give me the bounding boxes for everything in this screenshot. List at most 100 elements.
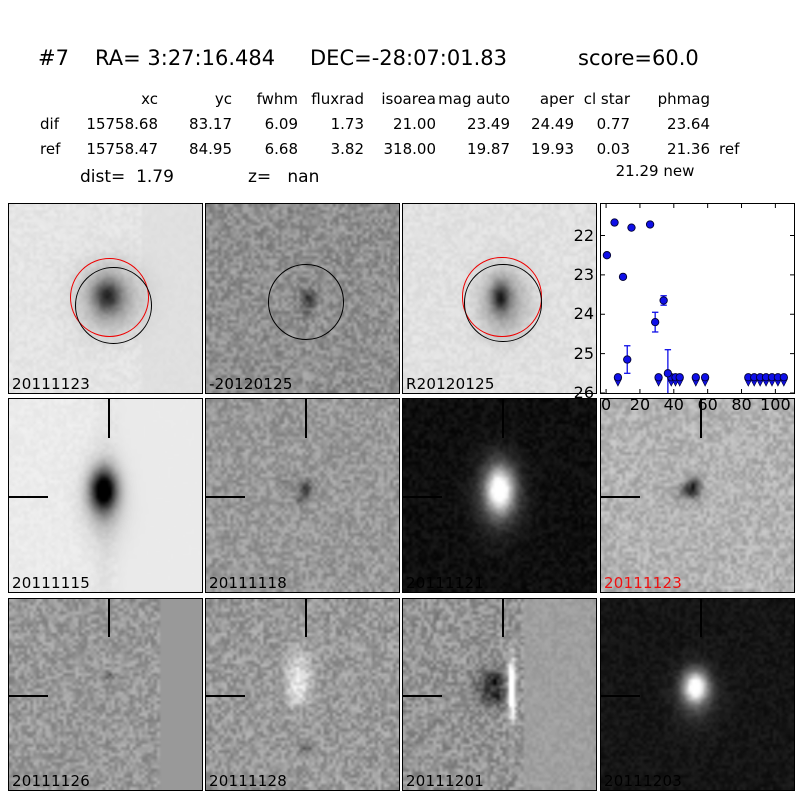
stamp-ref-20111123: 20111123 (8, 203, 203, 394)
col-fwhm: fwhm (256, 90, 298, 108)
col-phmag: phmag (657, 90, 710, 108)
stamp-date-label: 20111123 (604, 574, 682, 592)
upper-limit-point (700, 373, 710, 382)
stamp-date-label: 20111115 (12, 574, 90, 592)
stamp-20111126: 20111126 (8, 598, 203, 791)
stamp-image (403, 599, 596, 790)
stamp-20111118: 20111118 (205, 398, 400, 593)
aperture-circle-black (464, 264, 542, 342)
stamp-image (403, 399, 596, 592)
stamp-20111115: 20111115 (8, 398, 203, 593)
stamp-image (206, 399, 399, 592)
x-tick-label: 0 (600, 395, 612, 414)
col-mag-auto: mag auto (438, 90, 510, 108)
dif-suffix (710, 115, 762, 133)
col-cl-star: cl star (583, 90, 630, 108)
target-marker-vertical-tick (305, 399, 307, 438)
target-marker-horizontal-tick (206, 695, 245, 697)
candidate-id: #7 (38, 46, 69, 70)
stamp-image (206, 599, 399, 790)
ref-mag-auto: 19.87 (467, 140, 510, 158)
stamp-20111203: 20111203 (600, 598, 795, 791)
header-spacer (40, 90, 66, 108)
x-tick-label: 40 (663, 395, 684, 414)
photometry-row-ref: ref 15758.47 84.95 6.68 3.82 318.00 19.8… (40, 140, 762, 158)
upper-limit-point (675, 373, 684, 382)
dif-isoarea: 21.00 (393, 115, 436, 133)
stamp-date-label: 20111126 (12, 772, 90, 790)
target-marker-vertical-tick (502, 599, 504, 638)
target-marker-vertical-tick (700, 599, 702, 638)
data-point (602, 251, 612, 260)
header-spacer (710, 90, 762, 108)
stamp-date-label: 20111121 (406, 574, 484, 592)
stamp-image (9, 599, 202, 790)
dif-fluxrad: 1.73 (330, 115, 364, 133)
data-point (623, 355, 632, 364)
ref-phmag: 21.36 (667, 140, 710, 158)
col-isoarea: isoarea (381, 90, 436, 108)
target-marker-horizontal-tick (601, 695, 640, 697)
target-marker-horizontal-tick (403, 695, 442, 697)
dist-value: dist= 1.79 (80, 167, 174, 187)
data-point (618, 272, 628, 281)
dec-value: DEC=-28:07:01.83 (310, 46, 507, 70)
row-label: dif (40, 115, 59, 133)
y-tick-label: 26 (573, 383, 594, 402)
upper-limit-point (613, 373, 623, 382)
score-value: score=60.0 (578, 46, 699, 70)
col-aper: aper (539, 90, 574, 108)
ref-suffix: ref (719, 140, 740, 158)
stamp-image (9, 399, 202, 592)
redshift-value: z= nan (248, 167, 320, 187)
col-xc: xc (141, 90, 158, 108)
stamp-date-label: R20120125 (406, 375, 495, 393)
page-title: #7 RA= 3:27:16.484 DEC=-28:07:01.83 scor… (0, 46, 800, 72)
dif-xc: 15758.68 (86, 115, 158, 133)
data-point (627, 223, 636, 232)
y-tick-label: 23 (573, 264, 594, 284)
target-marker-horizontal-tick (9, 695, 48, 697)
target-marker-vertical-tick (502, 399, 504, 438)
dif-cl-star: 0.77 (596, 115, 630, 133)
data-point (651, 317, 660, 327)
col-fluxrad: fluxrad (311, 90, 364, 108)
data-point (659, 296, 668, 305)
lightcurve-plot (600, 203, 795, 394)
data-point (610, 218, 619, 227)
dif-fwhm: 6.09 (264, 115, 298, 133)
x-tick-label: 20 (629, 395, 651, 414)
dif-aper: 24.49 (531, 115, 574, 133)
stamp-image (601, 399, 794, 592)
row-label: ref (40, 140, 61, 158)
target-marker-horizontal-tick (403, 496, 442, 498)
target-marker-horizontal-tick (9, 496, 48, 498)
data-point (645, 220, 655, 229)
aperture-circle-black (75, 267, 153, 345)
ra-value: RA= 3:27:16.484 (95, 46, 276, 70)
ref-isoarea: 318.00 (383, 140, 437, 158)
dif-phmag: 23.64 (667, 115, 710, 133)
x-tick-label: 100 (760, 395, 791, 414)
upper-limit-point (691, 373, 700, 382)
stamp-image (601, 599, 794, 790)
target-marker-vertical-tick (305, 599, 307, 638)
y-tick-label: 25 (573, 343, 594, 363)
stamp-date-label: 20111118 (209, 574, 287, 592)
stamp-20111123-current: 20111123 (600, 398, 795, 593)
y-tick-label: 24 (573, 304, 594, 324)
stamp-diff-20120125: -20120125 (205, 203, 400, 394)
stamp-date-label: 20111203 (604, 772, 682, 790)
aperture-circle-black (268, 264, 345, 341)
x-tick-label: 60 (697, 395, 718, 414)
stamp-20111121: 20111121 (402, 398, 597, 593)
dif-mag-auto: 23.49 (467, 115, 510, 133)
ref-xc: 15758.47 (86, 140, 158, 158)
target-marker-vertical-tick (108, 599, 110, 638)
target-marker-vertical-tick (700, 399, 702, 438)
dif-yc: 83.17 (189, 115, 232, 133)
target-marker-vertical-tick (108, 399, 110, 438)
col-yc: yc (214, 90, 232, 108)
photometry-row-dif: dif 15758.68 83.17 6.09 1.73 21.00 23.49… (40, 115, 762, 133)
stamp-20111128: 20111128 (205, 598, 400, 791)
